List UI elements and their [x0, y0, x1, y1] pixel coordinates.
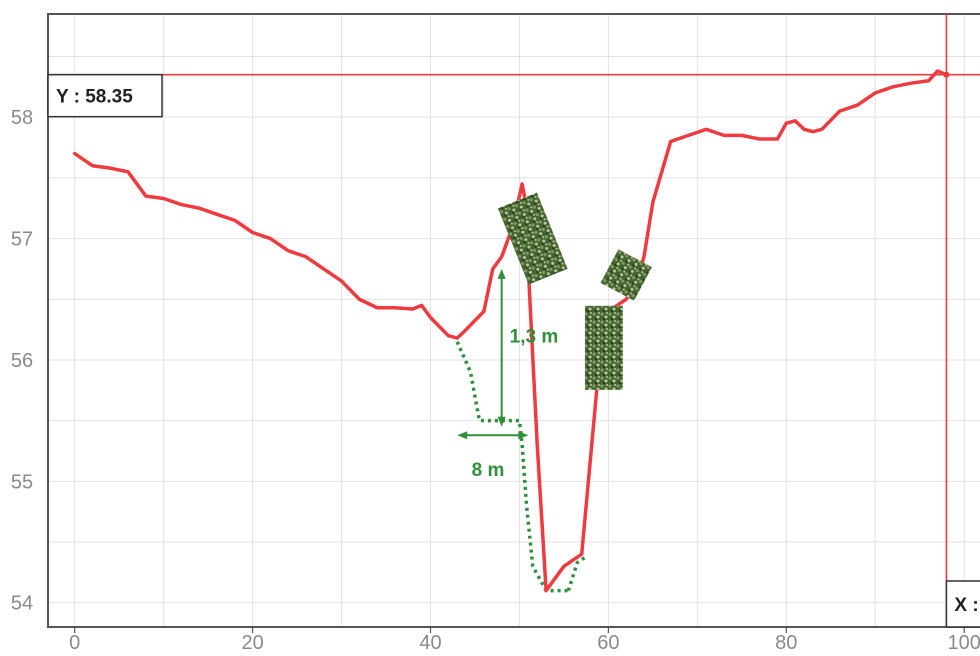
terrain-profile-series — [72, 69, 950, 593]
x-readout: X : — [954, 595, 978, 616]
tree-channel — [584, 305, 623, 390]
excavation-annotation — [455, 268, 588, 593]
y-axis-ticks: 54 55 56 57 58 — [11, 107, 33, 615]
x-tick-label: 80 — [775, 632, 797, 651]
cursor-readouts: Y : 58.35 X : — [47, 73, 980, 628]
height-arrow-head-down — [497, 416, 506, 427]
bank-side-line — [566, 555, 588, 592]
width-arrow-head-left — [457, 431, 468, 440]
height-arrow-head-up — [497, 268, 506, 279]
grid-lines — [48, 14, 980, 627]
x-axis-ticks: 0 20 40 60 80 100 — [69, 627, 980, 654]
y-readout-box — [47, 73, 163, 118]
x-readout-box — [945, 580, 980, 628]
x-tick-label: 100 — [948, 632, 980, 651]
x-tick-label: 40 — [419, 632, 441, 651]
cursor-point — [943, 71, 950, 78]
height-label: 1,3 m — [510, 327, 559, 348]
width-arrow-head-right — [518, 431, 529, 440]
excavation-profile-line — [455, 341, 569, 593]
y-tick-label: 57 — [11, 229, 33, 251]
x-tick-label: 0 — [69, 632, 80, 651]
y-tick-label: 58 — [11, 107, 33, 129]
annotation-labels: 1,3 m 8 m — [472, 327, 559, 482]
tree-right-bank — [600, 249, 652, 301]
x-tick-label: 20 — [241, 632, 263, 651]
plot-frame — [47, 13, 980, 628]
terrain-profile-line — [72, 69, 949, 593]
width-label: 8 m — [472, 460, 505, 481]
y-tick-label: 54 — [11, 593, 33, 615]
tree-images — [497, 192, 652, 390]
tree-left-bank — [497, 192, 568, 285]
cursor-crosshair — [48, 14, 980, 627]
x-tick-label: 60 — [597, 632, 619, 651]
y-tick-label: 55 — [11, 471, 33, 493]
y-tick-label: 56 — [11, 350, 33, 372]
y-readout: Y : 58.35 — [56, 87, 133, 108]
